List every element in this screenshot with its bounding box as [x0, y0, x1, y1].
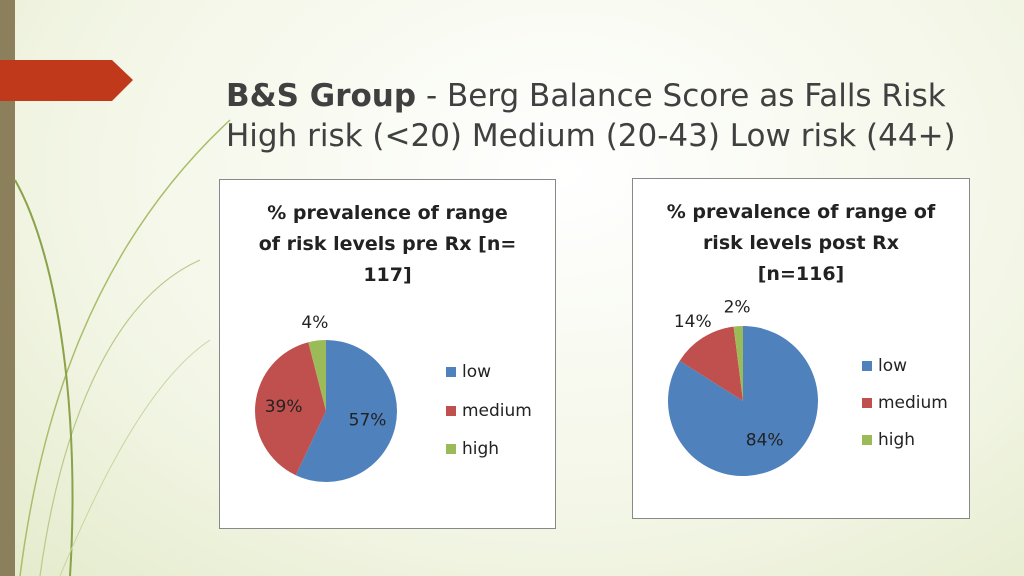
chart: % prevalence of range of risk levels pre… [219, 179, 556, 529]
pie-slice [254, 342, 326, 476]
chart-plot: 57% low 39% medium 4% high [254, 313, 532, 482]
title-bold: B&S Group [226, 78, 417, 114]
legend-label: low [878, 356, 907, 376]
legend-swatch [446, 444, 456, 454]
legend-swatch [862, 361, 872, 371]
data-label: 4% [301, 313, 328, 333]
data-label: 2% [724, 297, 751, 317]
data-label: 57% [349, 410, 387, 430]
pie-slice [679, 326, 743, 401]
legend-swatch [862, 435, 872, 445]
legend-label: high [878, 430, 915, 450]
pie-slice [733, 326, 743, 401]
slide-subtitle: High risk (<20) Medium (20-43) Low risk … [226, 118, 956, 154]
data-label: 14% [674, 312, 712, 332]
pie-slice [308, 340, 326, 411]
legend-label: high [462, 439, 499, 459]
chart-title: % prevalence of range of risk levels pre… [258, 202, 517, 286]
chart: % prevalence of range of risk levels pos… [632, 178, 970, 519]
data-label: 39% [265, 397, 303, 417]
pie-slice [295, 340, 397, 482]
legend-label: low [462, 362, 491, 382]
legend-swatch [446, 367, 456, 377]
title-rest: - Berg Balance Score as Falls Risk [425, 78, 946, 114]
chart-plot: 84% low 14% medium 2% high [668, 297, 948, 476]
legend-label: medium [878, 393, 948, 413]
slide-title: B&S Group - Berg Balance Score as Falls … [226, 78, 946, 114]
legend-swatch [446, 406, 456, 416]
legend-swatch [862, 398, 872, 408]
chart-title: % prevalence of range of risk levels pos… [666, 201, 936, 285]
legend-label: medium [462, 401, 532, 421]
data-label: 84% [746, 430, 784, 450]
